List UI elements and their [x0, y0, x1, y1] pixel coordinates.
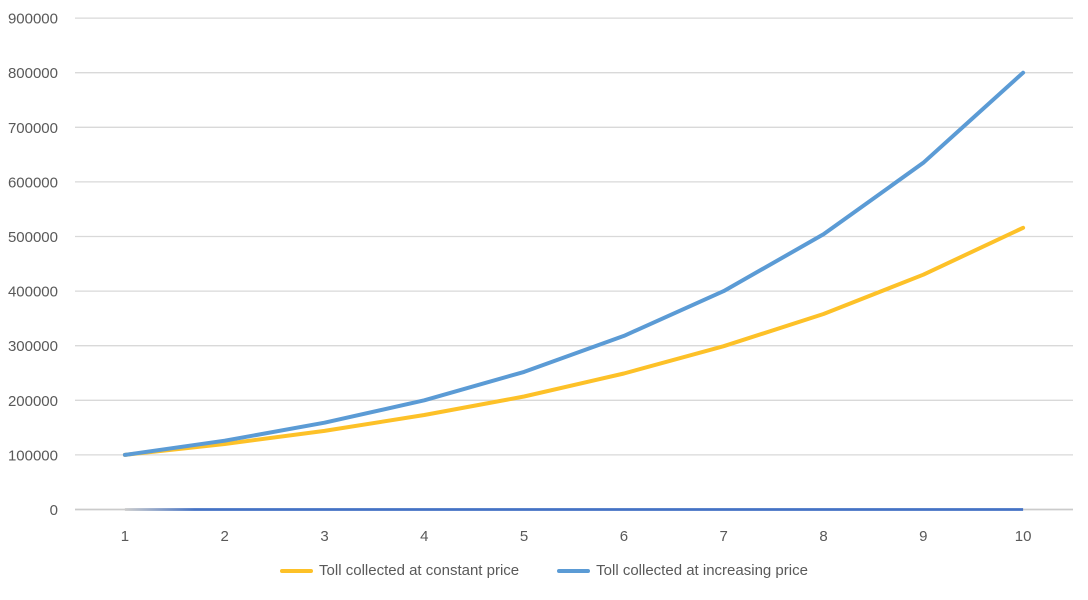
- y-axis-tick-label: 900000: [8, 11, 58, 28]
- legend: Toll collected at constant price Toll co…: [0, 562, 1088, 579]
- y-axis-tick-label: 600000: [8, 174, 58, 191]
- x-axis-tick-label: 5: [520, 528, 528, 545]
- y-axis-tick-label: 700000: [8, 120, 58, 137]
- legend-label-increasing-price: Toll collected at increasing price: [596, 562, 808, 579]
- x-axis-tick-label: 1: [121, 528, 129, 545]
- legend-swatch-constant-price: [280, 568, 314, 573]
- series-line-constant-price: [122, 225, 1026, 457]
- legend-item-constant-price: Toll collected at constant price: [280, 562, 519, 579]
- y-axis-tick-label: 400000: [8, 284, 58, 301]
- y-axis-tick-label: 300000: [8, 338, 58, 355]
- y-axis-tick-label: 100000: [8, 447, 58, 464]
- legend-item-increasing-price: Toll collected at increasing price: [557, 562, 808, 579]
- x-axis-tick-label: 7: [720, 528, 728, 545]
- x-axis-tick-label: 10: [1015, 528, 1032, 545]
- series-line-increasing-price: [122, 70, 1026, 457]
- x-axis-tick-label: 9: [919, 528, 927, 545]
- y-axis-tick-label: 200000: [8, 393, 58, 410]
- y-axis-tick-label: 500000: [8, 229, 58, 246]
- legend-label-constant-price: Toll collected at constant price: [319, 562, 520, 579]
- x-axis-tick-label: 4: [420, 528, 428, 545]
- legend-swatch-increasing-price: [557, 568, 591, 573]
- x-axis-tick-label: 2: [221, 528, 229, 545]
- x-axis-tick-label: 8: [819, 528, 827, 545]
- x-axis-tick-labels: 1 2 3 4 5 6 7 8 9 10: [121, 528, 1032, 545]
- y-axis-tick-label: 0: [50, 502, 58, 519]
- x-axis-tick-label: 6: [620, 528, 628, 545]
- gridlines: [75, 17, 1073, 456]
- y-axis-tick-label: 800000: [8, 65, 58, 82]
- y-axis-tick-labels: 0 100000 200000 300000 400000 500000 600000 700…: [8, 11, 58, 519]
- x-axis-tick-label: 3: [320, 528, 328, 545]
